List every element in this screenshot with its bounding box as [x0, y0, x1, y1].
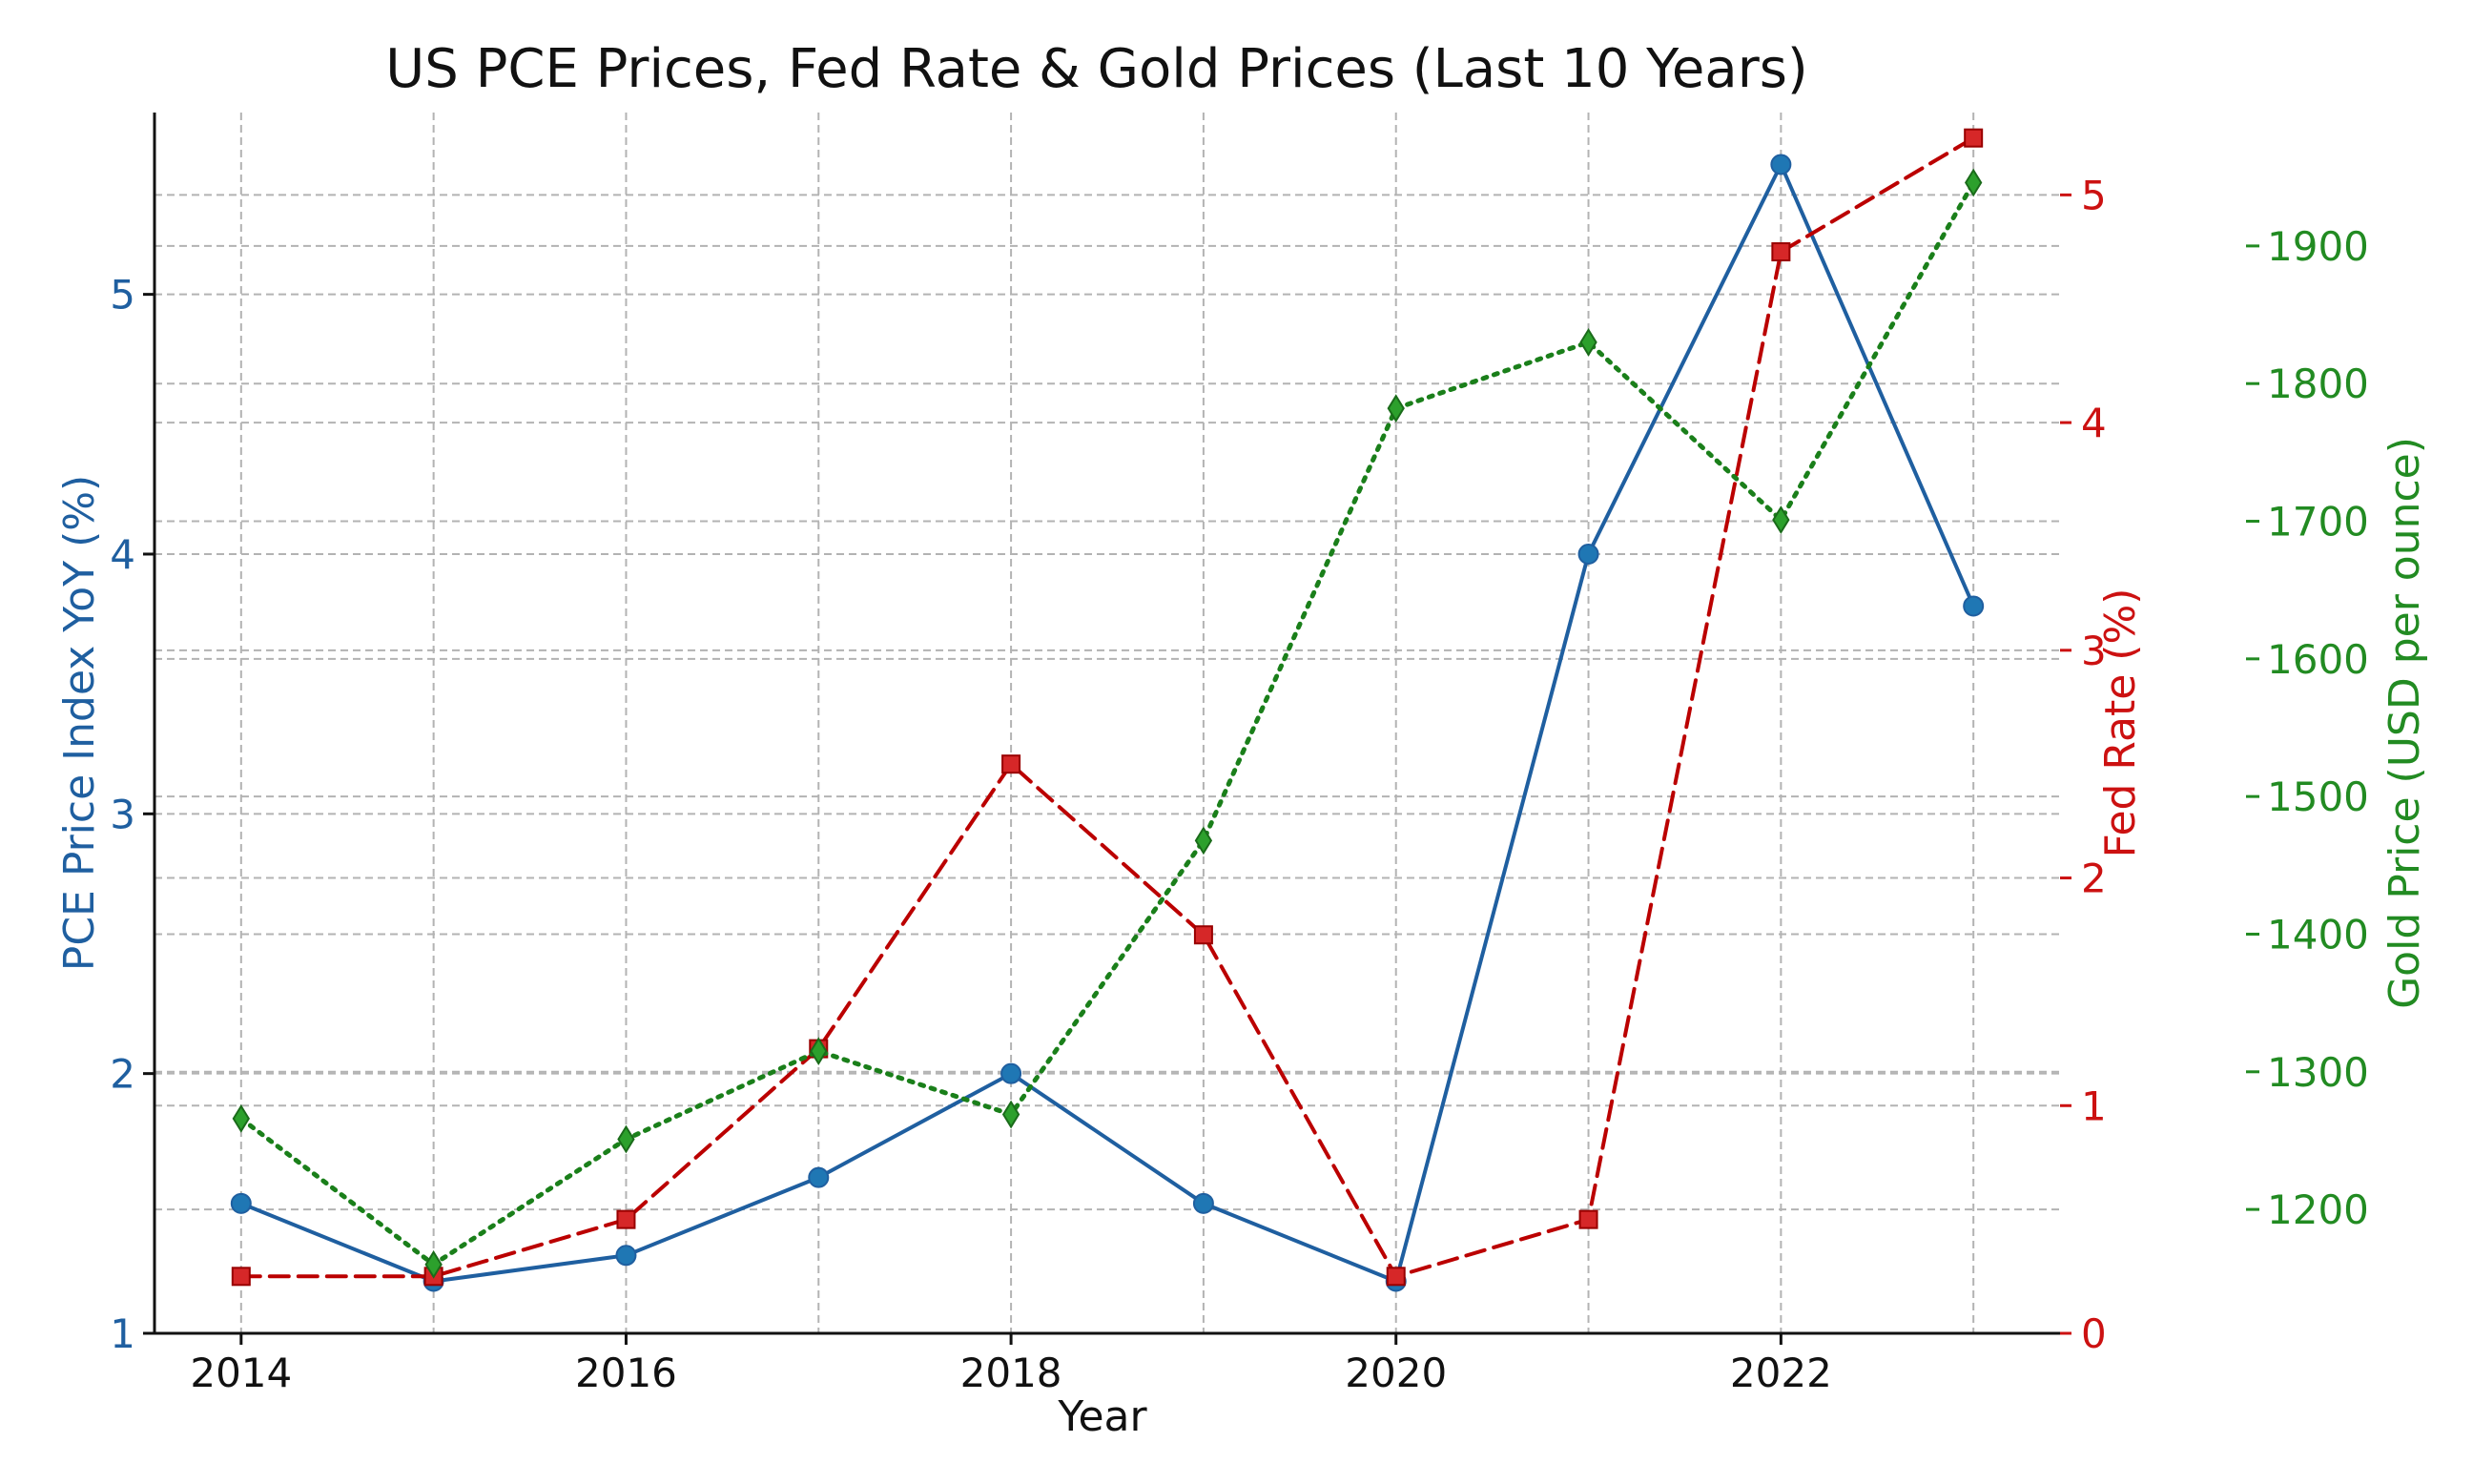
pce-point-2016: [615, 1245, 637, 1267]
gold-point-2021: [1579, 328, 1597, 357]
pce-point-2021: [1577, 543, 1599, 565]
gold-point-2016: [617, 1124, 635, 1154]
grid: [155, 113, 2060, 1334]
gold-tick-label: 1300: [2267, 1049, 2369, 1096]
fed-point-2020: [1386, 1267, 1406, 1287]
chart-title: US PCE Prices, Fed Rate & Gold Prices (L…: [385, 38, 1808, 100]
gold-point-2015: [424, 1249, 443, 1279]
gold-point-2020: [1387, 394, 1405, 423]
pce-tick-label: 3: [110, 791, 135, 837]
x-axis-label: Year: [1057, 1392, 1147, 1441]
pce-series-line: [238, 162, 1976, 1284]
x-tick-label: 2022: [1730, 1350, 1832, 1396]
axis-labels: Year PCE Price Index YoY (%) Fed Rate (%…: [55, 437, 2429, 1441]
gold-point-2017: [810, 1037, 828, 1066]
gold-tick-label: 1200: [2267, 1186, 2369, 1233]
x-tick-label: 2018: [960, 1350, 1062, 1396]
gold-point-2019: [1194, 826, 1213, 855]
y-axis-label-fed: Fed Rate (%): [2096, 588, 2145, 858]
pce-point-2017: [808, 1166, 830, 1188]
x-tick-label: 2016: [575, 1350, 677, 1396]
pce-point-2023: [1963, 595, 1985, 617]
fed-tick-label: 0: [2081, 1310, 2107, 1357]
x-tick-label: 2014: [190, 1350, 292, 1396]
gold-tick-label: 1700: [2267, 499, 2369, 546]
pce-tick-label: 1: [110, 1310, 135, 1357]
gold-point-2023: [1965, 168, 1983, 197]
fed-tick-label: 3: [2081, 628, 2107, 674]
gold-point-2018: [1001, 1100, 1020, 1129]
pce-point-2018: [1000, 1062, 1022, 1084]
fed-point-2022: [1771, 242, 1791, 262]
gold-tick-label: 1500: [2267, 773, 2369, 820]
gold-point-2014: [232, 1103, 250, 1133]
fed-tick-label: 1: [2081, 1082, 2107, 1129]
fed-point-2019: [1193, 925, 1213, 945]
pce-tick-label: 2: [110, 1051, 135, 1098]
pce-point-2014: [230, 1192, 252, 1214]
fed-tick-label: 2: [2081, 855, 2107, 902]
fed-point-2023: [1964, 128, 1984, 148]
axes: [153, 113, 2060, 1335]
gold-tick-label: 1400: [2267, 911, 2369, 958]
fed-tick-label: 4: [2081, 400, 2107, 446]
fed-series-line: [238, 135, 1976, 1279]
fed-tick-label: 5: [2081, 172, 2107, 218]
pce-point-2019: [1192, 1192, 1214, 1214]
fed-point-2018: [1001, 754, 1021, 774]
x-tick-label: 2020: [1345, 1350, 1447, 1396]
gold-tick-label: 1900: [2267, 223, 2369, 270]
gold-point-2022: [1772, 505, 1790, 534]
y-axis-label-pce: PCE Price Index YoY (%): [55, 475, 104, 971]
fed-point-2014: [231, 1267, 251, 1287]
gold-tick-label: 1600: [2267, 636, 2369, 683]
gold-tick-label: 1800: [2267, 361, 2369, 407]
fed-point-2016: [616, 1209, 636, 1229]
gold-series-line: [238, 180, 1976, 1268]
fed-point-2021: [1578, 1209, 1598, 1229]
series: [230, 128, 1985, 1292]
pce-tick-label: 4: [110, 531, 135, 578]
ticks: 2014 2016 2018 2020 2022 1 2 3 4 5 0 1 2 3 4 5 1200 1300 1…: [110, 172, 2369, 1396]
pce-tick-label: 5: [110, 272, 135, 319]
y-axis-label-gold: Gold Price (USD per ounce): [2380, 437, 2429, 1009]
pce-point-2022: [1770, 154, 1792, 175]
